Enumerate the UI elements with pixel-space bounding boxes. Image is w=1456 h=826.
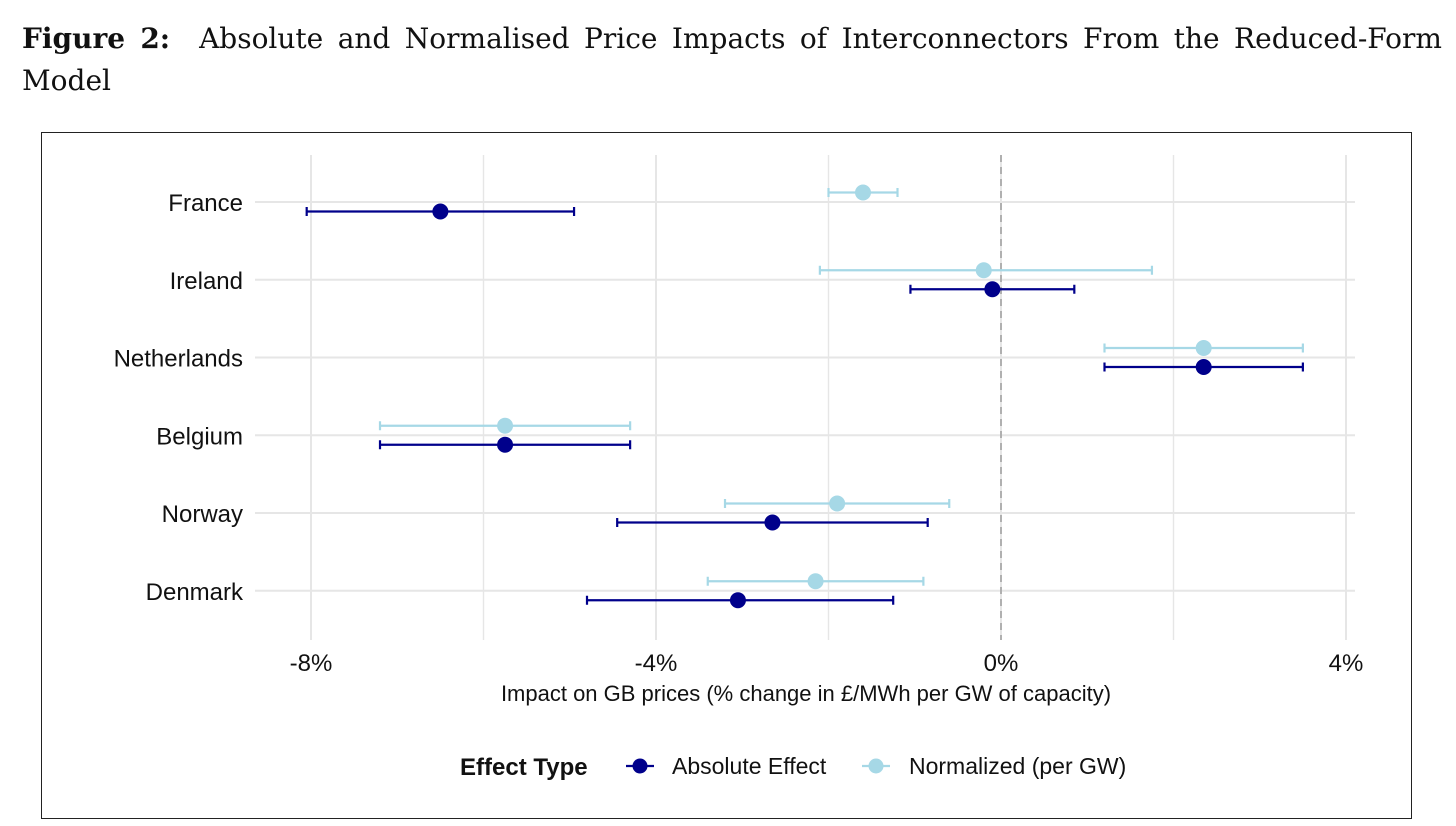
point-estimate	[807, 573, 824, 590]
point-estimate	[1195, 340, 1212, 356]
legend-label: Normalized (per GW)	[909, 753, 1126, 779]
point-estimate	[432, 203, 449, 220]
y-tick-label-ireland: Ireland	[170, 268, 243, 295]
y-tick-label-netherlands: Netherlands	[114, 346, 243, 373]
point-estimate	[1195, 359, 1212, 375]
figure-caption: Figure 2: Absolute and Normalised Price …	[22, 18, 1442, 102]
point-estimate	[855, 184, 871, 201]
y-tick-label-belgium: Belgium	[156, 423, 243, 450]
legend-items: Absolute Effect Normalized (per GW)	[626, 753, 1126, 779]
legend-title: Effect Type	[460, 754, 588, 781]
chart-frame	[41, 132, 1412, 819]
point-estimate	[497, 436, 514, 453]
legend-item: Normalized (per GW)	[862, 753, 1126, 779]
gridlines	[255, 155, 1355, 640]
series-marks	[305, 184, 1304, 609]
point-estimate	[729, 592, 746, 609]
x-axis-title: Impact on GB prices (% change in £/MWh p…	[501, 681, 1111, 706]
y-tick-label-denmark: Denmark	[146, 579, 244, 606]
y-tick-label-france: France	[168, 190, 243, 217]
legend-label: Absolute Effect	[672, 753, 827, 779]
legend: Effect Type Absolute Effect Normalized (p…	[460, 753, 1126, 781]
point-estimate	[497, 417, 514, 434]
y-axis-labels: France Ireland Netherlands Belgium Norway Den…	[114, 190, 244, 606]
x-tick-label: 0%	[984, 650, 1019, 677]
figure-label: Figure 2:	[22, 22, 171, 55]
legend-item: Absolute Effect	[626, 753, 827, 779]
x-tick-label: -4%	[635, 650, 678, 677]
point-estimate	[984, 281, 1001, 298]
x-axis-labels: -8% -4% 0% 4%	[290, 650, 1364, 677]
point-estimate	[764, 514, 781, 531]
x-tick-label: 4%	[1329, 650, 1364, 677]
y-tick-label-norway: Norway	[162, 501, 243, 528]
point-estimate	[975, 262, 992, 279]
series-absolute-effect	[305, 203, 1304, 609]
point-estimate	[829, 495, 846, 512]
legend-key-dot	[632, 758, 648, 774]
legend-key-dot	[868, 758, 884, 774]
series-normalized	[378, 184, 1304, 590]
figure-caption-text: Absolute and Normalised Price Impacts of…	[22, 22, 1442, 97]
x-tick-label: -8%	[290, 650, 333, 677]
